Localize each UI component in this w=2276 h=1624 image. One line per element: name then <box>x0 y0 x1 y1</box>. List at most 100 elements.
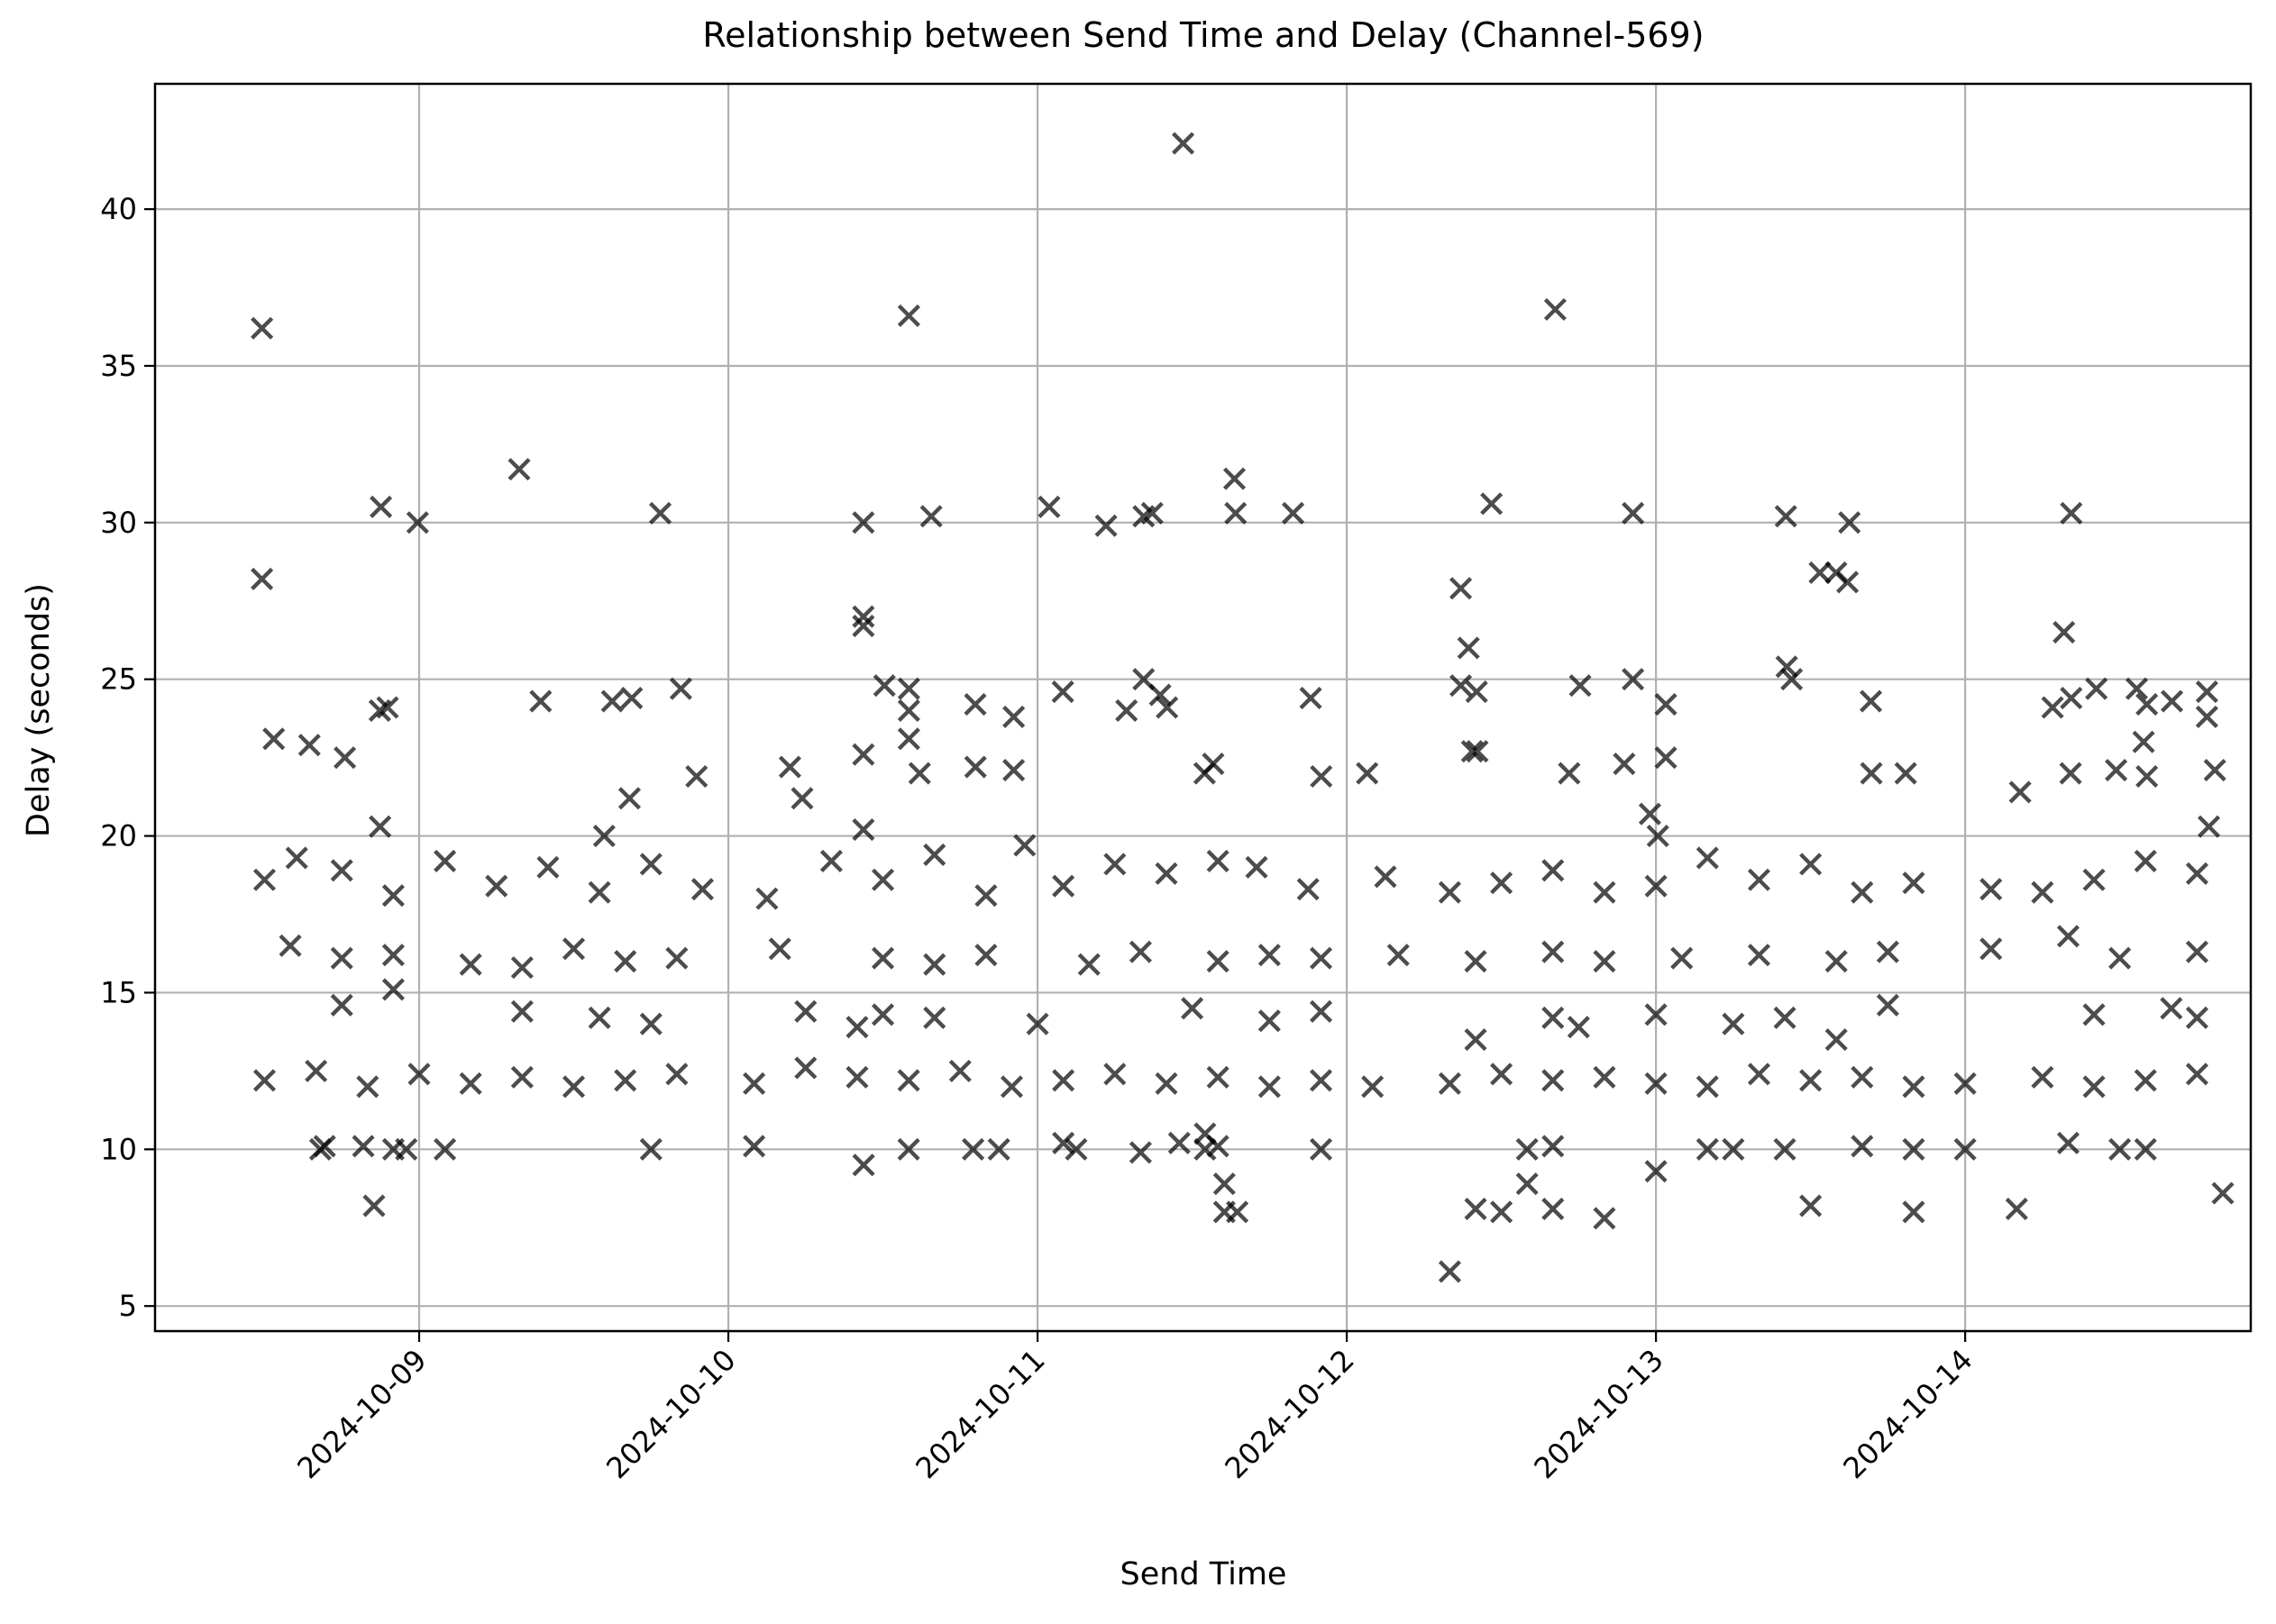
data-point <box>352 1135 375 1158</box>
y-tick-label: 35 <box>100 349 137 383</box>
data-point <box>1541 1197 1565 1220</box>
data-point <box>2008 780 2032 804</box>
data-point <box>434 1137 457 1161</box>
data-point <box>1799 853 1823 876</box>
data-point <box>1206 1065 1229 1089</box>
data-point <box>1457 636 1480 660</box>
data-point <box>2135 764 2159 789</box>
data-point <box>2060 687 2083 710</box>
y-axis-label: Delay (seconds) <box>21 583 57 837</box>
data-point <box>1644 1003 1668 1026</box>
data-point <box>1670 946 1694 970</box>
data-point <box>2160 997 2183 1020</box>
data-point <box>2108 1137 2132 1161</box>
data-point <box>2125 677 2149 700</box>
data-point <box>1309 1069 1333 1092</box>
data-point <box>262 727 286 751</box>
data-point <box>755 887 779 910</box>
data-point <box>1902 871 1925 895</box>
data-point <box>923 1006 946 1029</box>
data-point <box>1077 953 1101 976</box>
data-point <box>1541 1069 1565 1092</box>
data-point <box>1438 1260 1462 1283</box>
data-point <box>1541 1135 1565 1158</box>
data-point <box>2085 677 2108 700</box>
data-point <box>2060 501 2083 525</box>
data-point <box>1979 937 2003 961</box>
data-point <box>1567 1016 1590 1039</box>
data-point <box>285 846 308 870</box>
data-point <box>330 993 353 1017</box>
data-point <box>974 944 998 967</box>
data-point <box>1824 1028 1848 1052</box>
data-point <box>852 511 875 534</box>
y-tick-label: 15 <box>100 975 137 1009</box>
data-point <box>1464 1028 1487 1052</box>
data-point <box>1515 1137 1539 1161</box>
data-point <box>1103 853 1127 876</box>
data-point <box>665 946 689 970</box>
data-point <box>1644 874 1668 898</box>
data-point <box>1808 561 1832 585</box>
data-point <box>923 953 946 976</box>
data-point <box>872 946 895 970</box>
data-point <box>1747 868 1771 891</box>
data-point <box>2134 1137 2157 1161</box>
data-points <box>251 132 2235 1283</box>
data-point <box>1902 1075 1925 1099</box>
data-point <box>1490 1063 1513 1086</box>
data-point <box>852 615 875 638</box>
data-point <box>2185 1063 2209 1086</box>
data-point <box>794 1056 818 1080</box>
data-point <box>1860 762 1883 785</box>
data-point <box>897 727 920 751</box>
data-point <box>592 825 616 848</box>
data-point <box>1860 689 1883 713</box>
data-point <box>846 1065 869 1089</box>
data-point <box>1051 680 1074 704</box>
data-point <box>510 999 534 1023</box>
data-point <box>2056 925 2080 948</box>
data-point <box>1747 1063 1771 1086</box>
data-point <box>1464 950 1487 973</box>
data-point <box>2211 1182 2235 1205</box>
y-tick-label: 20 <box>100 819 137 853</box>
data-point <box>381 944 405 967</box>
data-point <box>1654 746 1677 770</box>
data-point <box>459 953 482 976</box>
data-point <box>600 689 624 713</box>
y-tick-label: 40 <box>100 192 137 226</box>
data-point <box>852 605 875 628</box>
data-point <box>2031 880 2054 904</box>
data-point <box>2185 862 2209 885</box>
data-point <box>1206 950 1229 973</box>
data-point <box>1002 758 1026 782</box>
data-point <box>395 1137 418 1161</box>
data-point <box>897 1137 920 1161</box>
data-point <box>434 849 457 872</box>
data-point <box>639 1012 663 1036</box>
data-point <box>2082 1075 2106 1099</box>
data-point <box>1155 862 1178 885</box>
data-point <box>1172 132 1195 155</box>
data-point <box>1167 1131 1191 1154</box>
data-point <box>381 884 405 908</box>
data-point <box>690 878 715 901</box>
data-point <box>2052 620 2076 644</box>
data-point <box>685 764 708 789</box>
data-point <box>1449 577 1473 600</box>
data-point <box>794 999 818 1023</box>
data-point <box>1386 944 1410 967</box>
data-point <box>2161 689 2184 713</box>
y-tick-label: 25 <box>100 662 137 697</box>
data-point <box>1309 946 1333 970</box>
data-point <box>897 1069 920 1092</box>
data-point <box>2185 1006 2209 1029</box>
data-point <box>2105 758 2128 782</box>
x-axis-label: Send Time <box>1120 1556 1287 1592</box>
data-point <box>2082 1003 2106 1026</box>
data-point <box>251 567 274 590</box>
data-point <box>614 1069 637 1092</box>
data-point <box>1000 1075 1024 1099</box>
